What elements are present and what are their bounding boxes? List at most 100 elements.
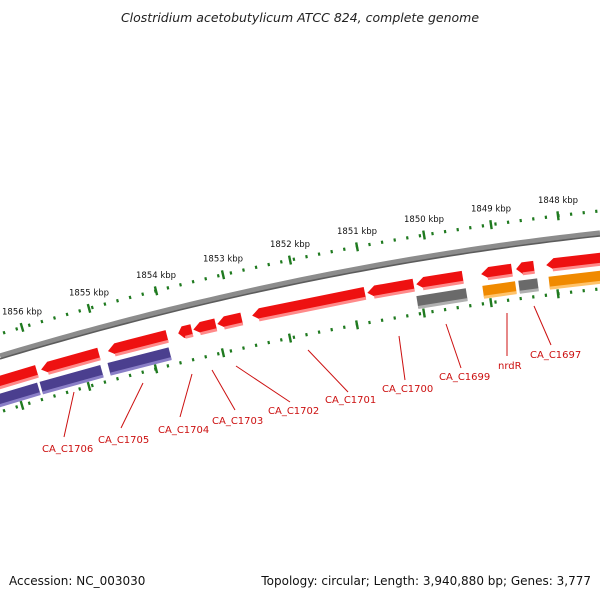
ruler-tick	[582, 289, 585, 293]
ruler-label: 1854 kbp	[136, 271, 176, 281]
ruler-tick	[595, 209, 598, 214]
ruler-major-tick	[354, 320, 360, 330]
ruler-tick	[506, 220, 510, 225]
gene-shade	[552, 261, 600, 272]
gene-shade	[422, 280, 464, 291]
gene-arrow	[39, 364, 104, 395]
gene-shade	[47, 357, 101, 375]
genome-summary-text: Topology: circular; Length: 3,940,880 bp…	[261, 574, 591, 588]
ruler-tick	[103, 380, 107, 384]
genome-backbone	[0, 230, 600, 360]
gene-arrow	[217, 312, 244, 330]
gene-shade	[0, 392, 41, 413]
ruler-tick	[330, 249, 334, 254]
gene-arrow	[518, 278, 539, 294]
ruler-major-tick	[19, 322, 25, 333]
label-leaders	[63, 305, 552, 438]
ruler-tick	[229, 271, 233, 275]
gene-arrow	[516, 260, 535, 276]
ruler-tick	[242, 268, 245, 272]
gene-track	[0, 251, 600, 413]
ruler-tick	[418, 311, 422, 316]
ruler-tick	[342, 325, 346, 330]
gene-shade	[0, 374, 39, 393]
ruler-tick	[27, 323, 31, 328]
gene-label: CA_C1700	[382, 384, 433, 395]
gene-body	[548, 269, 600, 289]
backbone-shadow	[0, 235, 600, 360]
ruler-label: 1855 kbp	[69, 288, 109, 298]
gene-body	[0, 382, 41, 412]
ruler-tick	[431, 309, 434, 314]
gene-shade	[258, 296, 367, 322]
gene-body	[516, 260, 535, 275]
ruler-major-tick	[422, 308, 426, 318]
ruler-label: 1852 kbp	[270, 240, 310, 250]
gene-arrow	[252, 286, 367, 322]
gene-arrow	[367, 278, 415, 299]
gene-arrow	[481, 263, 513, 281]
gene-shade	[487, 273, 513, 281]
ruler-tick	[456, 305, 460, 310]
ruler-tick	[166, 286, 170, 290]
gene-body	[107, 330, 169, 355]
gene-label: CA_C1699	[439, 372, 490, 383]
gene-shade	[224, 322, 244, 330]
ruler-tick	[405, 236, 409, 240]
gene-body	[252, 286, 367, 320]
ruler-tick	[305, 254, 308, 259]
ruler-tick	[242, 346, 245, 350]
ruler-label: 1851 kbp	[337, 227, 377, 237]
ruler-tick	[65, 390, 69, 395]
ruler-major-tick	[422, 230, 426, 240]
gene-arrow	[416, 270, 464, 291]
ruler-major-tick	[556, 289, 560, 299]
ruler-tick	[78, 387, 82, 391]
ruler-tick	[393, 316, 397, 320]
gene-label: CA_C1706	[42, 444, 93, 455]
ruler-tick	[2, 408, 6, 413]
gene-body	[416, 288, 468, 308]
gene-arrow	[482, 281, 517, 299]
ruler-tick	[519, 218, 523, 223]
ruler-tick	[279, 338, 283, 342]
ruler-tick	[40, 319, 44, 324]
gene-shade	[114, 339, 169, 357]
ruler-major-tick	[19, 400, 25, 411]
ruler-tick	[380, 318, 384, 323]
ruler-major-tick	[489, 220, 493, 230]
gene-arrow	[41, 347, 101, 375]
gene-arrow	[0, 382, 41, 413]
ruler-tick	[456, 227, 460, 232]
map-title: Clostridium acetobutylicum ATCC 824, com…	[120, 10, 480, 25]
ruler-major-tick	[556, 211, 560, 221]
ruler-tick	[116, 376, 119, 381]
ruler-tick	[229, 349, 233, 353]
leader-line	[235, 365, 291, 403]
gene-arrow	[178, 324, 194, 339]
leader-line	[179, 373, 193, 418]
ruler-major-tick	[86, 303, 92, 314]
ruler-tick	[216, 352, 220, 356]
ruler-tick	[368, 320, 371, 325]
ruler-tick	[330, 327, 334, 332]
ruler-tick	[569, 212, 573, 216]
ruler-tick	[468, 225, 472, 230]
gene-arrow	[0, 365, 39, 393]
ruler-tick	[519, 296, 523, 301]
gene-arrow	[193, 318, 218, 336]
ruler-tick	[128, 373, 132, 378]
ruler-label: 1850 kbp	[404, 215, 444, 225]
ruler-label: 1849 kbp	[471, 205, 511, 215]
ruler-tick	[317, 330, 321, 334]
ruler-tick	[90, 383, 94, 388]
gene-shade	[109, 357, 172, 376]
ruler-tick	[481, 224, 485, 228]
ruler-tick	[506, 298, 510, 303]
gene-body	[41, 347, 101, 374]
ruler-tick	[179, 282, 182, 287]
ruler-tick	[305, 332, 308, 337]
gene-shade	[522, 270, 535, 276]
leader-line	[63, 391, 75, 438]
